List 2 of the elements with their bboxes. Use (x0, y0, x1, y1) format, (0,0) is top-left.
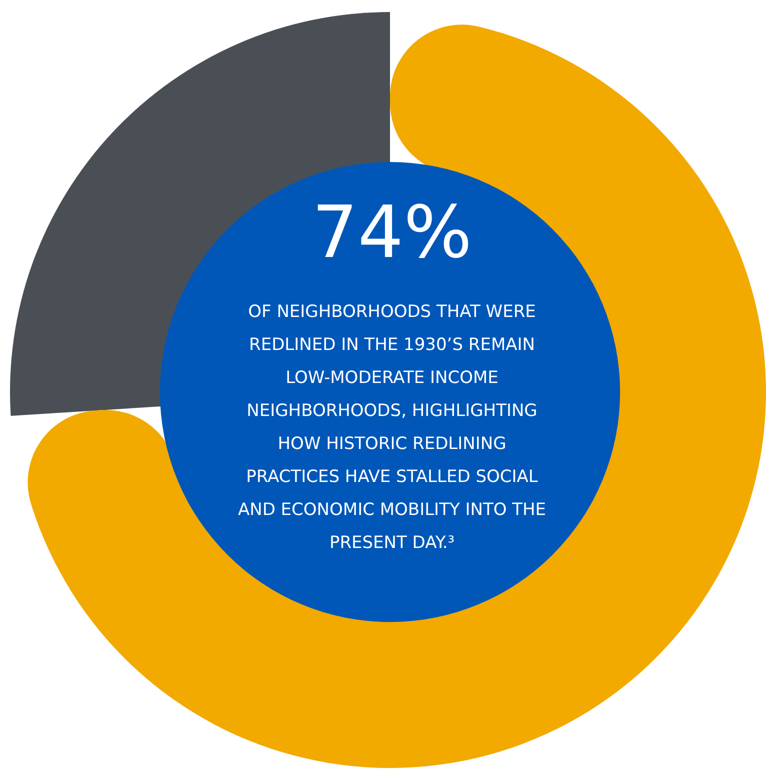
text: 74% (312, 190, 472, 274)
text: OF NEIGHBORHOODS THAT WERE REDLINED IN THE 1930’S REMAIN LOW-MODERATE INCOME NEIGHBORHOODS, HIGHLIGHTING HOW HISTORIC REDLINING PRACTICES HAVE STALLED SOCIAL AND ECONOMIC MOBILITY INTO THE PRESENT DAY.³ (238, 302, 546, 553)
